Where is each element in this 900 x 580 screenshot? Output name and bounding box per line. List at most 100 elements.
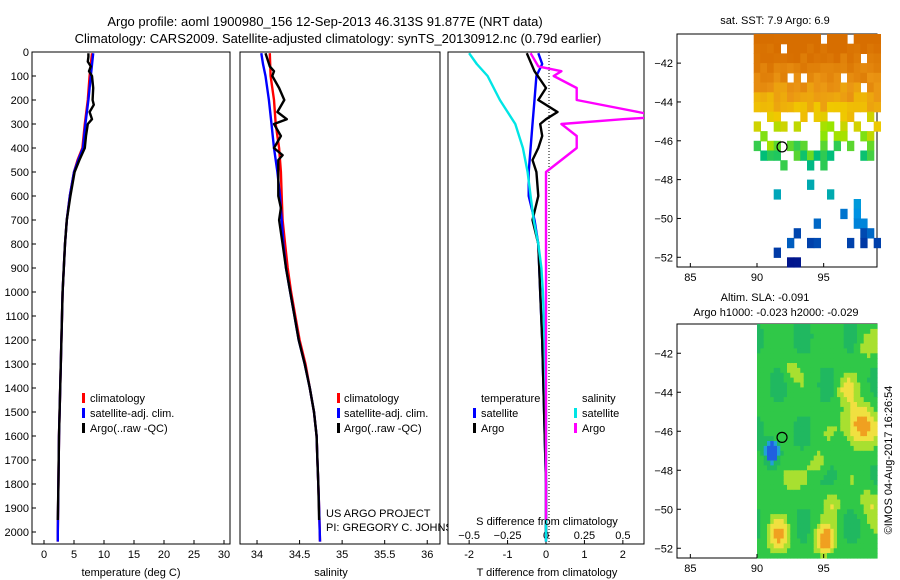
sla-cell <box>823 494 828 501</box>
sla-cell <box>807 489 811 496</box>
sla-cell <box>863 450 868 457</box>
sla-cell <box>800 363 805 369</box>
sla-cell <box>850 324 855 330</box>
sla-cell <box>867 499 871 505</box>
sst-cell <box>780 63 788 74</box>
depth-tick-label: 900 <box>11 263 29 275</box>
sla-cell <box>763 431 768 437</box>
sla-cell <box>800 333 805 340</box>
sst-cell <box>767 63 775 74</box>
sla-cell <box>847 324 851 330</box>
sla-cell <box>847 431 851 437</box>
sst-cell <box>773 82 781 93</box>
sla-cell <box>863 406 868 413</box>
sla-cell <box>773 494 778 501</box>
sla-cell <box>840 514 845 520</box>
sla-cell <box>820 382 825 388</box>
sla-cell <box>757 387 761 393</box>
sla-cell <box>863 353 868 359</box>
sla-cell <box>777 426 781 432</box>
sla-cell <box>773 528 778 535</box>
sla-cell <box>777 528 781 535</box>
sla-cell <box>853 489 858 496</box>
sla-cell <box>820 533 825 540</box>
salinity-series <box>260 52 322 542</box>
sla-cell <box>850 382 855 388</box>
sla-cell <box>867 402 871 408</box>
sla-cell <box>803 338 808 345</box>
sla-cell <box>797 460 801 466</box>
sla-cell <box>827 343 831 349</box>
sla-cell <box>870 348 875 354</box>
sla-cell <box>840 402 845 408</box>
sst-cell <box>820 82 828 93</box>
sla-cell <box>823 499 828 505</box>
sla-cell <box>783 460 788 466</box>
sla-cell <box>853 333 858 340</box>
sla-cell <box>840 328 845 335</box>
sla-cell <box>767 470 771 476</box>
sla-cell <box>777 333 781 340</box>
sst-cell <box>820 53 828 64</box>
sla-cell <box>800 397 805 403</box>
sst-cell <box>833 92 841 103</box>
sla-cell <box>783 333 788 340</box>
sla-cell <box>840 343 845 349</box>
sla-cell <box>873 353 878 359</box>
sla-cell <box>813 450 818 457</box>
sla-cell <box>843 406 848 413</box>
sla-cell <box>817 397 821 403</box>
sla-cell <box>873 499 878 505</box>
sla-cell <box>810 489 815 496</box>
sla-cell <box>840 338 845 345</box>
sla-cell <box>850 392 855 398</box>
sla-cell <box>813 480 818 486</box>
project-annotation: US ARGO PROJECT <box>326 508 431 520</box>
sla-cell <box>763 382 768 388</box>
sla-cell <box>810 514 815 520</box>
sla-cell <box>833 411 838 418</box>
sla-cell <box>797 514 801 520</box>
sla-cell <box>850 553 855 559</box>
sla-cell <box>853 411 858 418</box>
sla-cell <box>757 348 761 354</box>
sla-cell <box>823 484 828 491</box>
sla-cell <box>807 538 811 544</box>
sla-cell <box>860 538 865 544</box>
sla-cell <box>813 484 818 491</box>
sla-cell <box>757 519 761 525</box>
sla-cell <box>870 480 875 486</box>
sla-cell <box>767 338 771 345</box>
sla-cell <box>843 324 848 330</box>
sla-cell <box>867 358 871 364</box>
sst-cell <box>760 131 768 142</box>
sla-cell <box>770 406 775 413</box>
sla-cell <box>867 504 871 510</box>
sla-cell <box>783 402 788 408</box>
sla-cell <box>797 348 801 354</box>
sst-cell <box>840 111 848 122</box>
sla-cell <box>870 431 875 437</box>
sla-cell <box>780 416 785 423</box>
sla-cell <box>783 363 788 369</box>
sla-cell <box>867 543 871 549</box>
sla-cell <box>760 519 765 525</box>
sla-cell <box>793 523 798 530</box>
sla-cell <box>873 377 878 384</box>
sla-cell <box>850 523 855 530</box>
sla-cell <box>757 416 761 423</box>
sla-cell <box>843 421 848 427</box>
sla-cell <box>820 348 825 354</box>
sla-cell <box>867 372 871 379</box>
sla-cell <box>847 445 851 452</box>
sla-cell <box>763 353 768 359</box>
sla-cell <box>830 445 835 452</box>
sla-cell <box>843 358 848 364</box>
sla-cell <box>817 489 821 496</box>
sla-cell <box>843 333 848 340</box>
sla-cell <box>867 348 871 354</box>
sla-cell <box>833 367 838 374</box>
sla-cell <box>820 353 825 359</box>
sla-cell <box>873 494 878 501</box>
sla-cell <box>820 470 825 476</box>
